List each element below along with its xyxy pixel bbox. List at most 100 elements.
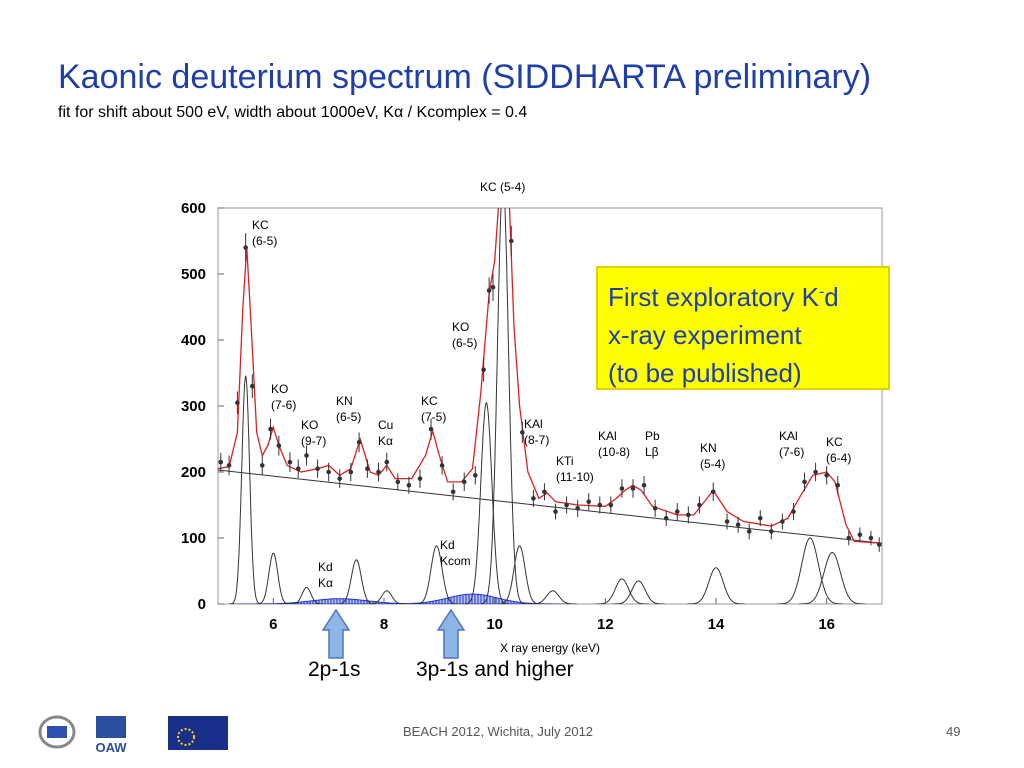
box-line: x-ray experiment <box>608 320 802 350</box>
data-point <box>384 459 390 465</box>
data-point <box>428 426 434 432</box>
data-point <box>295 466 301 472</box>
y-tick-label: 500 <box>181 266 206 283</box>
data-point <box>326 469 331 475</box>
y-tick-label: 300 <box>181 398 206 415</box>
data-point <box>619 486 625 491</box>
data-point <box>417 476 423 481</box>
fit-component <box>776 537 844 604</box>
data-point <box>481 367 486 373</box>
annotation: KC (5-4) <box>480 180 525 194</box>
annotation: (6-5) <box>252 234 277 248</box>
data-point <box>531 496 536 501</box>
background-line <box>218 469 882 544</box>
annotation: Cu <box>378 418 393 432</box>
y-tick-label: 100 <box>181 530 206 547</box>
data-point <box>630 486 636 491</box>
data-point <box>710 489 716 495</box>
annotation: KC <box>826 435 843 449</box>
data-point <box>287 459 293 465</box>
data-point <box>757 515 763 521</box>
logo <box>168 716 228 750</box>
fit-component <box>687 567 745 604</box>
x-tick-label: 14 <box>708 616 725 633</box>
annotation: Pb <box>645 429 660 443</box>
data-point <box>846 535 852 541</box>
data-point <box>813 469 818 475</box>
data-point <box>697 502 702 508</box>
annotation: KO <box>452 320 469 334</box>
fit-component <box>288 587 325 604</box>
box-sup: - <box>818 283 825 301</box>
data-point <box>276 443 282 448</box>
annotation: (8-7) <box>524 433 549 447</box>
annotation: KC <box>252 218 269 232</box>
data-point <box>724 519 730 524</box>
logos: OAW <box>38 715 228 755</box>
annotation: (6-5) <box>452 336 477 350</box>
fit-component <box>464 401 509 604</box>
box-text: d <box>824 282 839 312</box>
data-point <box>564 502 569 508</box>
subtitle: fit for shift about 500 eV, width about … <box>58 104 528 121</box>
y-tick-label: 600 <box>181 200 206 217</box>
annotation: (6-5) <box>336 410 361 424</box>
data-point <box>735 522 741 528</box>
page-number: 49 <box>946 724 961 739</box>
box-text: First exploratory K <box>608 282 819 312</box>
highlight-box: First exploratory K-d x-ray experiment (… <box>596 266 890 390</box>
data-point <box>586 499 592 505</box>
data-point <box>439 463 445 468</box>
data-point <box>226 463 232 468</box>
logo-text: OAW <box>95 740 127 755</box>
data-point <box>490 284 496 290</box>
x-tick-label: 16 <box>818 616 835 633</box>
annotation: (10-8) <box>598 445 630 459</box>
y-tick-label: 200 <box>181 464 206 481</box>
data-point <box>663 515 669 521</box>
data-point <box>348 469 354 475</box>
box-line: (to be published) <box>608 358 802 388</box>
x-tick-label: 8 <box>380 616 388 633</box>
annotation: KAl <box>524 417 543 431</box>
arrow <box>436 608 466 659</box>
data-point <box>674 509 680 514</box>
data-point <box>769 529 774 534</box>
data-point <box>652 506 658 511</box>
data-point <box>450 489 456 495</box>
data-point <box>542 489 547 495</box>
annotation: (5-4) <box>700 457 725 471</box>
fit-component <box>255 552 291 604</box>
data-point <box>835 482 841 488</box>
annotation: (7-6) <box>271 398 296 412</box>
annotation: KTi <box>556 454 574 468</box>
annotation: (7-5) <box>421 410 446 424</box>
fit-component <box>414 545 459 604</box>
fit-component <box>612 580 666 604</box>
data-point <box>259 463 265 468</box>
y-tick-label: 0 <box>198 596 206 613</box>
fit-component <box>336 559 377 604</box>
x-tick-label: 6 <box>269 616 277 633</box>
data-point <box>268 426 273 432</box>
logo <box>177 728 195 746</box>
annotation: (9-7) <box>301 434 326 448</box>
annotation: KAl <box>779 429 798 443</box>
data-point <box>608 502 614 508</box>
data-point <box>395 479 401 485</box>
data-point <box>802 479 807 485</box>
title: Kaonic deuterium spectrum (SIDDHARTA pre… <box>58 58 872 96</box>
data-point <box>597 502 603 508</box>
annotation: KN <box>336 394 353 408</box>
data-point <box>686 512 691 518</box>
data-point <box>243 245 248 250</box>
data-point <box>553 509 558 514</box>
annotation: KO <box>301 418 318 432</box>
box-line: First exploratory K-d <box>608 278 878 316</box>
data-point <box>520 430 525 435</box>
annotation: Kd <box>318 560 333 574</box>
annotation: Kcom <box>440 554 471 568</box>
data-point <box>461 479 467 485</box>
